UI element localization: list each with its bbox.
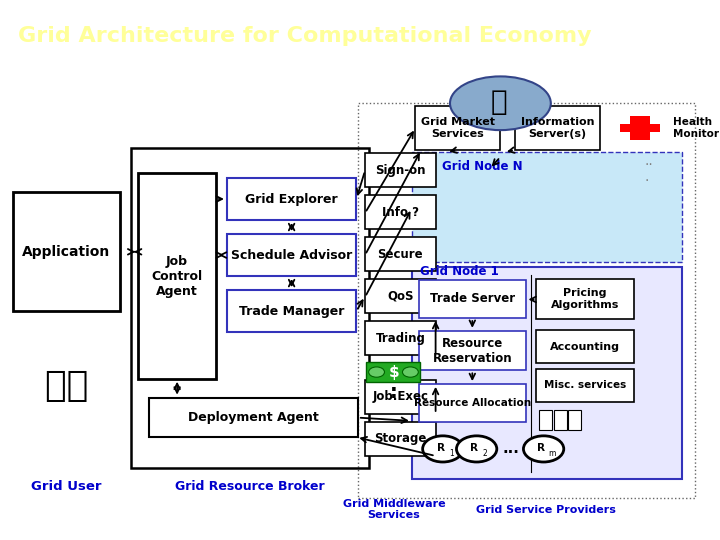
FancyBboxPatch shape <box>568 410 581 430</box>
FancyBboxPatch shape <box>365 380 436 414</box>
FancyBboxPatch shape <box>419 330 526 370</box>
Text: Grid Market
Services: Grid Market Services <box>421 117 495 139</box>
Text: ...: ... <box>503 441 520 456</box>
FancyBboxPatch shape <box>419 384 526 422</box>
Circle shape <box>456 436 497 462</box>
Text: 🧑‍💻: 🧑‍💻 <box>45 369 88 403</box>
Text: Secure: Secure <box>377 248 423 261</box>
Text: Grid Explorer: Grid Explorer <box>246 193 338 206</box>
FancyBboxPatch shape <box>554 410 567 430</box>
Text: Pricing
Algorithms: Pricing Algorithms <box>551 288 619 310</box>
FancyBboxPatch shape <box>227 290 356 332</box>
Text: Info ?: Info ? <box>382 206 419 219</box>
Text: Storage: Storage <box>374 433 426 446</box>
Text: R: R <box>470 442 479 453</box>
FancyBboxPatch shape <box>412 152 682 262</box>
Text: Grid Node 1: Grid Node 1 <box>420 265 498 278</box>
Text: Accounting: Accounting <box>550 342 620 352</box>
FancyBboxPatch shape <box>365 321 436 355</box>
Ellipse shape <box>450 76 551 130</box>
FancyBboxPatch shape <box>539 410 552 430</box>
Text: Trading: Trading <box>375 332 426 345</box>
FancyBboxPatch shape <box>138 173 216 379</box>
Text: Grid Architecture for Computational Economy: Grid Architecture for Computational Econ… <box>18 26 592 46</box>
FancyBboxPatch shape <box>227 234 356 276</box>
Text: $: $ <box>389 364 399 380</box>
FancyBboxPatch shape <box>365 422 436 456</box>
Text: Trade Server: Trade Server <box>430 293 515 306</box>
Bar <box>620 124 660 132</box>
Bar <box>630 116 650 140</box>
FancyBboxPatch shape <box>365 195 436 230</box>
Text: Grid Node N: Grid Node N <box>442 160 523 173</box>
FancyBboxPatch shape <box>227 178 356 220</box>
Text: Grid Resource Broker: Grid Resource Broker <box>175 480 325 493</box>
Text: Grid Middleware
Services: Grid Middleware Services <box>343 499 445 521</box>
Text: R: R <box>537 442 546 453</box>
Text: Sign-on: Sign-on <box>375 164 426 177</box>
Text: R: R <box>436 442 445 453</box>
FancyBboxPatch shape <box>536 330 634 363</box>
FancyBboxPatch shape <box>515 106 600 150</box>
Text: Job
Control
Agent: Job Control Agent <box>151 254 203 298</box>
Circle shape <box>523 436 564 462</box>
FancyBboxPatch shape <box>13 192 120 311</box>
Circle shape <box>369 367 384 377</box>
Text: Health
Monitor: Health Monitor <box>673 117 719 139</box>
Text: QoS: QoS <box>387 290 413 303</box>
Text: Application: Application <box>22 245 110 259</box>
FancyBboxPatch shape <box>419 280 526 318</box>
Text: Resource
Reservation: Resource Reservation <box>433 336 512 365</box>
Text: ··
·: ·· · <box>644 158 653 188</box>
FancyBboxPatch shape <box>365 153 436 187</box>
FancyBboxPatch shape <box>149 397 358 437</box>
FancyBboxPatch shape <box>365 237 436 272</box>
Text: 🌍: 🌍 <box>490 88 508 116</box>
FancyBboxPatch shape <box>415 106 500 150</box>
Text: Deployment Agent: Deployment Agent <box>188 411 319 424</box>
Text: Grid User: Grid User <box>31 480 102 493</box>
FancyBboxPatch shape <box>412 267 682 480</box>
Text: Job.Exec: Job.Exec <box>372 390 428 403</box>
Circle shape <box>423 436 463 462</box>
Text: Schedule Advisor: Schedule Advisor <box>231 248 352 261</box>
FancyBboxPatch shape <box>365 279 436 313</box>
Text: Grid Service Providers: Grid Service Providers <box>476 505 616 515</box>
Text: Trade Manager: Trade Manager <box>239 305 344 318</box>
FancyBboxPatch shape <box>358 103 695 498</box>
FancyBboxPatch shape <box>536 279 634 319</box>
Text: 2: 2 <box>483 449 487 457</box>
Circle shape <box>402 367 418 377</box>
Text: Misc. services: Misc. services <box>544 380 626 390</box>
FancyBboxPatch shape <box>366 362 420 382</box>
Text: 1: 1 <box>449 449 454 457</box>
Text: :: : <box>390 383 397 402</box>
FancyBboxPatch shape <box>536 369 634 402</box>
Text: m: m <box>549 449 556 457</box>
Text: Resource Allocation: Resource Allocation <box>414 398 531 408</box>
Text: Information
Server(s): Information Server(s) <box>521 117 594 139</box>
